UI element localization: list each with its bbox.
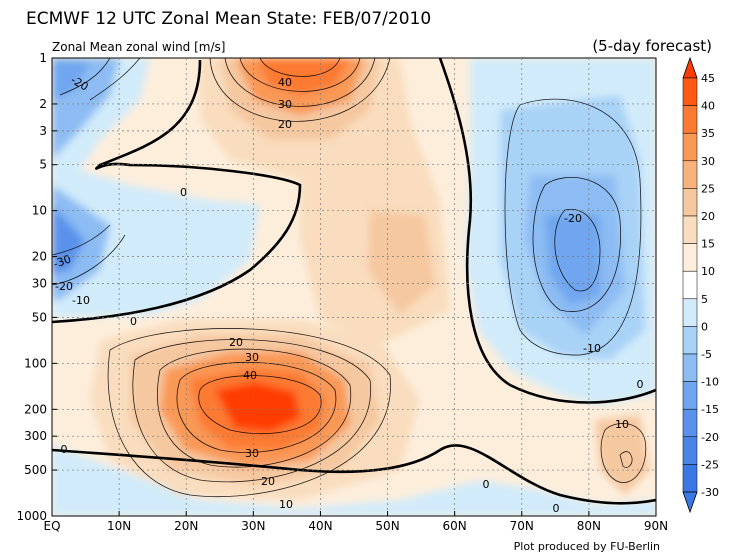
contour-label: 0 [637,378,644,391]
y-tick-label: 100 [24,356,47,370]
colorbar-tick-label: 15 [701,238,715,251]
x-tick-label: 30N [241,519,265,533]
x-tick-label: 70N [510,519,534,533]
y-tick-label: 30 [32,277,47,291]
plot-frame [51,57,657,517]
x-axis: EQ 10N 20N 30N 40N 50N 60N 70N 80N 90N [43,511,668,533]
contour-label: 40 [243,369,257,382]
contour-label: 0 [180,186,187,199]
colorbar-tick-label: -25 [701,458,719,471]
colorbar-tick-label: -5 [701,348,712,361]
colorbar-swatch [682,215,698,244]
y-tick-label: 20 [32,250,47,264]
contour-label: 30 [245,351,259,364]
colorbar-swatch [682,188,698,217]
x-tick-label: 40N [308,519,332,533]
colorbar-swatch [682,408,698,438]
contour-label: 40 [278,76,292,89]
colorbar-swatch [682,298,698,327]
x-tick-label: EQ [43,519,60,533]
colorbar-tick-label: 25 [701,182,715,195]
contour-label: 0 [553,502,560,515]
chart-subtitle: Zonal Mean zonal wind [m/s] [52,40,225,54]
chart-title: ECMWF 12 UTC Zonal Mean State: FEB/07/20… [26,9,431,29]
colorbar-tick-label: -10 [701,376,719,389]
grid-lines [52,58,656,516]
x-tick-label: 90N [644,519,668,533]
y-tick-label: 2 [39,97,47,111]
colorbar-swatch [682,132,698,162]
y-tick-label: 500 [24,463,47,477]
x-tick-label: 80N [577,519,601,533]
colorbar-tick-label: 45 [701,72,715,85]
colorbar-tick-label: 30 [701,155,715,168]
colorbar-tick-label: 35 [701,127,715,140]
x-tick-label: 10N [107,519,131,533]
contour-label: 0 [483,478,490,491]
contour-lines [52,58,647,498]
x-tick-label: 20N [174,519,198,533]
credit-text: Plot produced by FU-Berlin [514,540,660,553]
contour-label: 20 [261,475,275,488]
colorbar-swatch [682,353,698,382]
y-tick-label: 50 [32,310,47,324]
y-tick-label: 5 [39,158,47,172]
y-tick-label: 300 [24,429,47,443]
colorbar-tick-label: 5 [701,293,708,306]
y-tick-label: 200 [24,402,47,416]
colorbar-swatch [682,243,698,272]
contour-label: 0 [130,315,137,328]
colorbar-tick-label: -20 [701,431,719,444]
colorbar-tick-label: 10 [701,265,715,278]
colorbar-tick-label: 0 [701,320,708,333]
contour-field [52,58,656,516]
colorbar-tick-label: -30 [701,486,719,499]
y-tick-label: 10 [32,204,47,218]
colorbar-swatch [682,381,698,410]
contour-label: 10 [615,418,629,431]
colorbar-min-arrow [682,491,698,514]
colorbar-max-arrow [682,56,698,79]
contour-label: 30 [245,447,259,460]
colorbar-swatch [682,436,698,465]
contour-label: -20 [564,212,582,225]
contour-label: -20 [55,280,73,293]
colorbar-swatch [682,270,698,300]
contour-label: -10 [72,294,90,307]
colorbar-swatch [682,326,698,355]
colorbar-tick-label: -15 [701,403,719,416]
contour-label: 10 [279,498,293,511]
colorbar: 45 40 35 30 25 20 15 10 5 0 -5 -10 -15 -20 -25 -30 [682,56,719,514]
zero-contour [52,58,656,505]
y-tick-label: 1 [39,51,47,65]
colorbar-swatch [682,160,698,189]
contour-label: 20 [229,336,243,349]
colorbar-swatch [682,105,698,134]
y-axis: 1 2 3 5 10 20 30 50 100 200 300 500 1000 [16,51,57,523]
contour-label: 20 [278,118,292,131]
forecast-label: (5-day forecast) [592,37,712,55]
colorbar-swatch [682,77,698,106]
contour-label: 30 [278,98,292,111]
x-tick-label: 60N [443,519,467,533]
contour-label: 0 [61,443,68,456]
y-tick-label: 3 [39,124,47,138]
x-tick-label: 50N [375,519,399,533]
colorbar-tick-label: 20 [701,210,715,223]
colorbar-swatch [682,464,698,493]
colorbar-tick-label: 40 [701,100,715,113]
y-tick-label: 1000 [16,509,47,523]
contour-label: -10 [583,342,601,355]
